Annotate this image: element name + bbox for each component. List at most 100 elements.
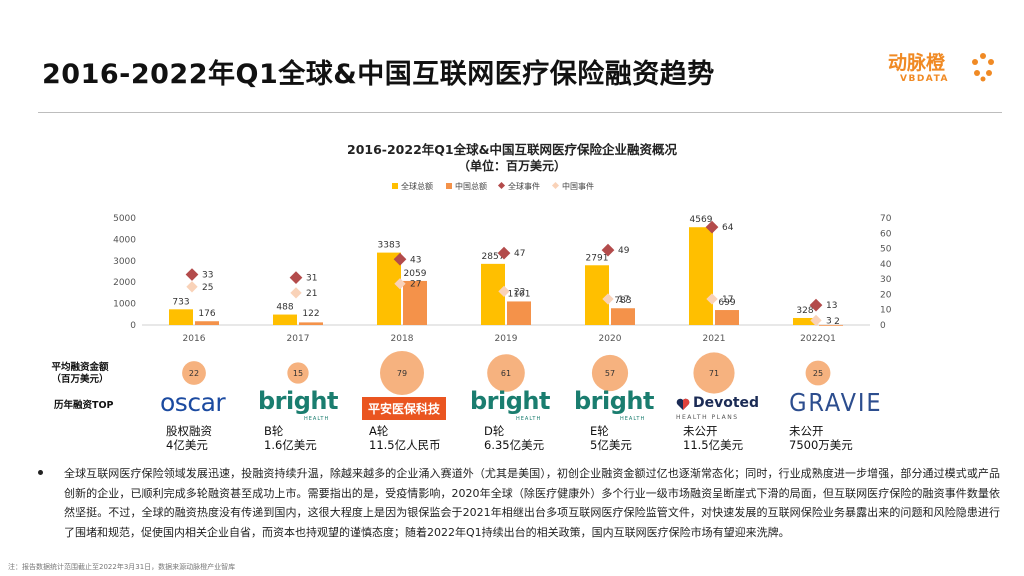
- y-right-tick-label: 60: [880, 229, 892, 239]
- x-tick-label: 2020: [599, 334, 622, 344]
- bar-global-value: 488: [276, 303, 293, 313]
- bar-global: [377, 252, 401, 325]
- devoted-logo: Devoted HEALTH PLANS: [676, 395, 760, 425]
- orange-dots-icon: [972, 53, 994, 82]
- y-right-tick-label: 50: [880, 245, 892, 255]
- x-tick-label: 2022Q1: [800, 334, 836, 344]
- y-right-tick-label: 10: [880, 306, 892, 316]
- marker-china-value: 17: [722, 295, 733, 305]
- legend-label-2: 全球事件: [508, 181, 540, 191]
- marker-china-event: [810, 314, 822, 327]
- bar-global-value: 733: [172, 297, 189, 307]
- y-left-tick-label: 5000: [113, 214, 136, 224]
- vbdata-logo: 动脉橙 VBDATA: [888, 48, 998, 92]
- page-title: 2016-2022年Q1全球&中国互联网医疗保险融资趋势: [42, 59, 715, 90]
- legend-label-1: 中国总额: [455, 181, 487, 191]
- marker-china-value: 27: [410, 280, 421, 290]
- avg-bubble: [591, 354, 629, 392]
- legend-swatch-3: [551, 181, 560, 190]
- bar-china: [715, 310, 739, 325]
- deal-2017: B轮 1.6亿美元: [264, 424, 317, 452]
- gravie-logo: GRAVIE: [789, 388, 883, 417]
- legend-label-3: 中国事件: [562, 181, 594, 191]
- marker-china-event: [186, 281, 198, 293]
- marker-china-value: 22: [514, 287, 525, 297]
- marker-global-event: [497, 246, 511, 260]
- x-tick-label: 2021: [703, 334, 726, 344]
- x-tick-label: 2018: [391, 334, 414, 344]
- y-left-tick-label: 1000: [113, 300, 136, 310]
- deal-round: E轮: [590, 424, 609, 438]
- deal-amount: 1.6亿美元: [264, 438, 317, 452]
- bar-global: [793, 317, 817, 325]
- y-left-tick-label: 2000: [113, 278, 136, 288]
- marker-china-value: 21: [306, 289, 317, 299]
- chart-title: 2016-2022年Q1全球&中国互联网医疗保险企业融资概况: [347, 142, 677, 157]
- bar-global-value: 328: [796, 306, 813, 316]
- avg-bubble: [287, 362, 309, 384]
- bar-global-value: 2857: [482, 252, 505, 262]
- avg-bubble-value: 71: [709, 369, 719, 378]
- bright-health-logo-2: bright: [470, 387, 550, 415]
- bar-china: [403, 280, 427, 325]
- deal-round: D轮: [484, 424, 505, 438]
- bar-china-value: 783: [614, 296, 631, 306]
- x-tick-label: 2019: [495, 334, 518, 344]
- bright-health-sub-3: HEALTH: [620, 416, 646, 422]
- pingan-logo: 平安医保科技: [362, 397, 447, 420]
- funding-chart: 全球总额 中国总额 全球事件 中国事件 0 1000 2000 3000 4000 5000 0 10…: [113, 181, 892, 395]
- marker-china-value: 25: [202, 283, 213, 293]
- marker-china-event: [290, 287, 302, 299]
- avg-bubble-value: 22: [189, 369, 199, 378]
- bar-global: [585, 265, 609, 325]
- bar-china-value: 699: [718, 298, 735, 308]
- x-tick-label: 2016: [183, 334, 206, 344]
- y-right-tick-label: 40: [880, 260, 892, 270]
- footnote: 注：报告数据统计范围截止至2022年3月31日，数据来源动脉橙产业智库: [8, 563, 236, 571]
- avg-bubble-value: 79: [397, 369, 407, 378]
- marker-global-value: 43: [410, 255, 421, 265]
- y-left-tick-label: 4000: [113, 235, 136, 245]
- y-right-tick-label: 20: [880, 290, 892, 300]
- marker-global-value: 31: [306, 274, 317, 284]
- deal-2022q1: 未公开 7500万美元: [789, 424, 853, 452]
- bright-health-sub-2: HEALTH: [516, 416, 542, 422]
- bar-china: [819, 324, 843, 326]
- avg-bubble-value: 61: [501, 369, 511, 378]
- deal-amount: 11.5亿美元: [683, 438, 744, 452]
- bar-china-value: 176: [198, 309, 215, 319]
- chart-subtitle: （单位：百万美元）: [457, 159, 566, 173]
- bright-health-logo-3: bright: [574, 387, 654, 415]
- marker-global-event: [289, 271, 303, 284]
- y-right-tick-label: 0: [880, 321, 886, 331]
- deal-2019: D轮 6.35亿美元: [484, 424, 544, 452]
- marker-china-event: [394, 278, 406, 290]
- avg-bubble-value: 57: [605, 369, 615, 378]
- deal-amount: 4亿美元: [166, 438, 208, 452]
- marker-global-event: [393, 252, 407, 266]
- devoted-name: Devoted: [693, 395, 760, 411]
- marker-china-event: [498, 285, 510, 298]
- title-divider: [38, 112, 1002, 113]
- y-right-tick-label: 70: [880, 214, 892, 224]
- avg-row-label-line2: （百万美元）: [51, 374, 109, 385]
- marker-china-value: 3: [826, 316, 832, 326]
- bar-global-value: 4569: [690, 215, 713, 225]
- bar-china: [195, 321, 219, 325]
- deal-round: B轮: [264, 424, 284, 438]
- marker-global-value: 49: [618, 246, 630, 256]
- deal-2020: E轮 5亿美元: [590, 424, 632, 452]
- bar-china-value: 2059: [404, 269, 427, 279]
- avg-bubble: [487, 354, 525, 392]
- deal-round: 未公开: [683, 424, 718, 438]
- legend-swatch-1: [446, 183, 452, 189]
- marker-global-value: 47: [514, 249, 525, 259]
- y-left-tick-label: 0: [130, 321, 136, 331]
- marker-china-event: [706, 293, 718, 305]
- bright-health-sub: HEALTH: [304, 416, 330, 422]
- bar-china-value: 1101: [508, 289, 531, 299]
- marker-china-value: 17: [618, 295, 629, 305]
- top-deal-row-label: 历年融资TOP: [54, 400, 114, 411]
- marker-china-event: [602, 293, 614, 305]
- bullet-icon: [38, 470, 43, 475]
